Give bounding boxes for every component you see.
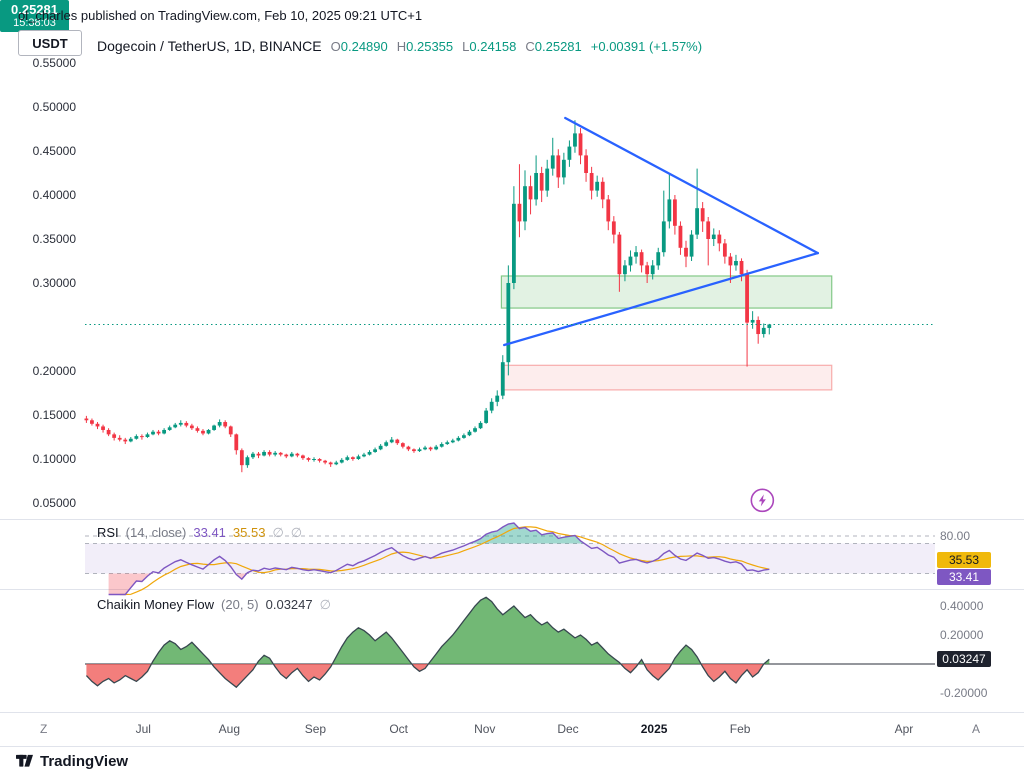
cmf-negative-fill [701, 664, 764, 683]
currency-tab[interactable]: USDT [18, 30, 82, 56]
cmf-params: (20, 5) [221, 597, 259, 612]
attribution-text: ol_charles published on TradingView.com,… [18, 8, 423, 23]
rsi-overbought-fill [469, 523, 585, 544]
rsi-title[interactable]: RSI [97, 525, 119, 540]
time-axis-label: Apr [894, 722, 914, 736]
cmf-scale-label: 0.20000 [940, 628, 984, 642]
price-axis-label: 0.10000 [32, 452, 76, 466]
cmf-positive-fill [332, 627, 412, 664]
time-axis-right-char[interactable]: A [972, 722, 981, 736]
rsi-value: 33.41 [193, 525, 226, 540]
descending-trendline[interactable] [564, 116, 820, 255]
ghost-icon: ∅ [319, 597, 331, 612]
time-axis-left-char[interactable]: Z [40, 722, 48, 736]
footer-brand[interactable]: TradingView [40, 753, 129, 770]
time-axis-label: Feb [729, 722, 751, 736]
time-axis-label: Oct [389, 722, 409, 736]
time-axis-label: Jul [135, 722, 151, 736]
cmf-positive-fill [671, 645, 702, 664]
rsi-band [85, 543, 935, 574]
price-axis-label: 0.40000 [32, 188, 76, 202]
cmf-value: 0.03247 [265, 597, 313, 612]
price-axis-label: 0.35000 [32, 232, 76, 246]
cmf-negative-fill [644, 664, 672, 680]
cmf-negative-fill [86, 664, 152, 686]
rsi-oversold-fill [235, 573, 247, 580]
price-axis-label: 0.15000 [32, 408, 76, 422]
symbol-title[interactable]: Dogecoin / TetherUS, 1D, BINANCE [97, 38, 322, 54]
price-axis-label: 0.05000 [32, 496, 76, 510]
time-axis-label: Nov [474, 722, 496, 736]
cmf-scale-label: -0.20000 [940, 686, 988, 700]
ascending-trendline[interactable] [503, 251, 820, 347]
candlestick-series[interactable] [84, 120, 772, 473]
price-change: +0.00391 (+1.57%) [590, 39, 703, 54]
price-axis-label: 0.45000 [32, 144, 76, 158]
ohlc-low: L0.24158 [462, 39, 517, 54]
current-price: 0.25281 [11, 2, 58, 17]
rsi-value-badge: 33.41 [937, 569, 991, 585]
cmf-negative-fill [411, 664, 429, 672]
cmf-negative-fill [211, 664, 257, 688]
rsi-ma-value: 35.53 [232, 525, 266, 540]
time-axis-label: Sep [304, 722, 327, 736]
resistance-zone[interactable] [500, 275, 833, 309]
lightning-bolt-icon [758, 494, 766, 507]
ghost-icon: ∅ [272, 525, 284, 540]
cmf-positive-fill [256, 655, 274, 664]
price-axis-label: 0.50000 [32, 100, 76, 114]
ghost-icon: ∅ [290, 525, 303, 540]
ohlc-high: H0.25355 [396, 39, 454, 54]
cmf-line [85, 596, 770, 689]
ohlc-close: C0.25281 [525, 39, 582, 54]
time-axis-label: Dec [557, 722, 579, 736]
cmf-value-badge: 0.03247 [937, 651, 991, 667]
cmf-legend: Chaikin Money Flow (20, 5) 0.03247 ∅ [97, 597, 331, 613]
current-price-badge: 0.25281 15:38:03 [0, 0, 69, 32]
cmf-negative-fill [620, 664, 639, 673]
rsi-params: (14, close) [125, 525, 187, 540]
cmf-positive-fill [428, 597, 621, 664]
rsi-line [108, 522, 770, 596]
rsi-legend: RSI (14, close) 33.41 35.53 ∅ ∅ [97, 525, 302, 541]
time-axis-label: Aug [218, 722, 241, 736]
rsi-level-label: 80.00 [940, 529, 971, 543]
time-axis-label-year: 2025 [640, 722, 668, 736]
ohlc-open: O0.24890 [330, 39, 388, 54]
cmf-negative-fill [273, 664, 333, 682]
cmf-scale-label: 0.40000 [940, 599, 984, 613]
tradingview-logo-icon[interactable] [16, 751, 35, 770]
rsi-oversold-fill [108, 573, 151, 595]
support-zone[interactable] [500, 364, 833, 391]
price-axis-label: 0.20000 [32, 364, 76, 378]
symbol-legend: Dogecoin / TetherUS, 1D, BINANCE O0.2489… [97, 38, 702, 54]
cmf-title[interactable]: Chaikin Money Flow [97, 597, 215, 612]
rsi-ma-badge: 35.53 [937, 552, 991, 568]
bar-countdown: 15:38:03 [13, 17, 56, 29]
cmf-positive-fill [151, 640, 212, 664]
price-axis-label: 0.55000 [32, 56, 76, 70]
price-axis-label: 0.30000 [32, 276, 76, 290]
